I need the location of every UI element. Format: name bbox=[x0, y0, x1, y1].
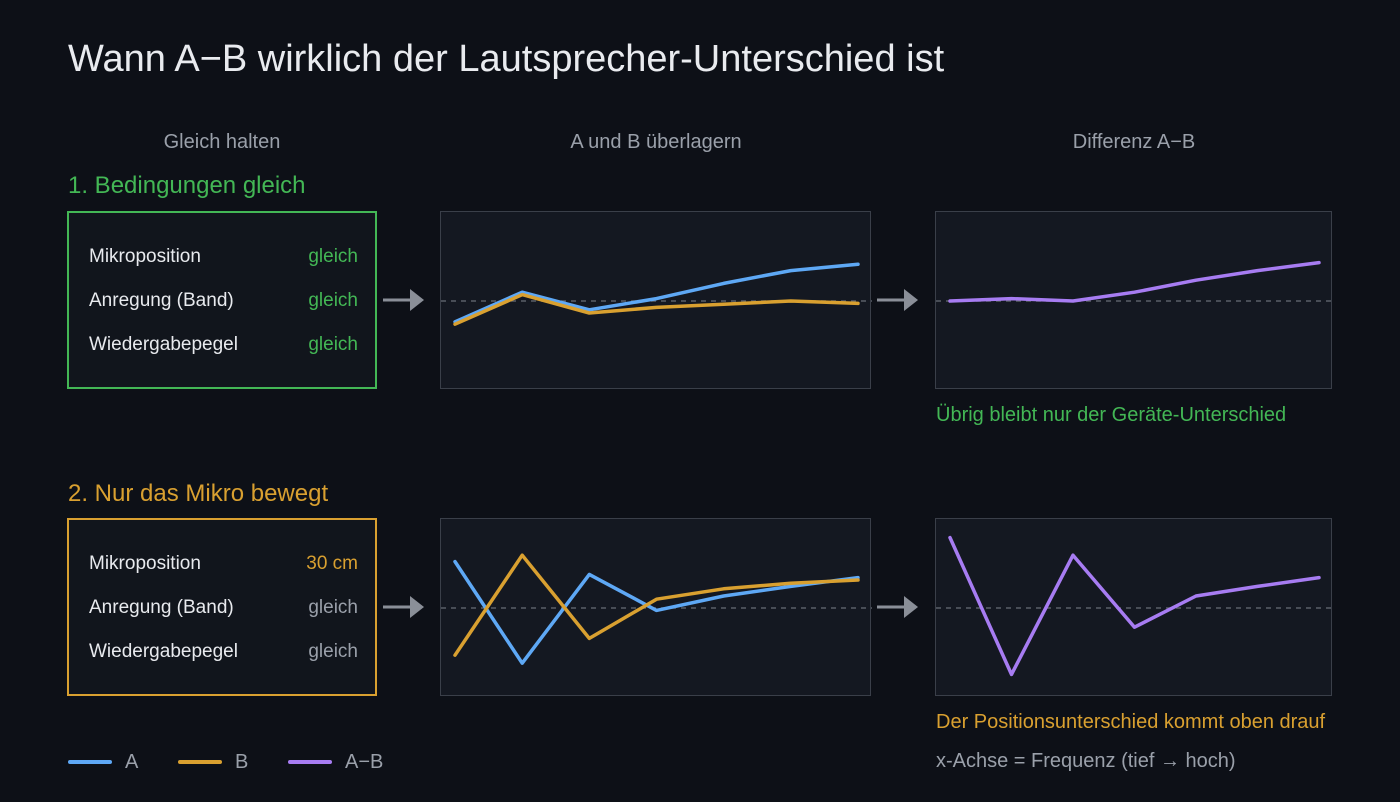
legend-label-b: B bbox=[235, 751, 249, 773]
condition-key: Anregung (Band) bbox=[89, 597, 234, 618]
legend-swatch-a bbox=[68, 760, 112, 764]
scenario-1-caption: Übrig bleibt nur der Geräte-Unterschied bbox=[936, 404, 1287, 426]
condition-row: Anregung (Band) gleich bbox=[89, 290, 358, 314]
condition-row: Wiedergabepegel gleich bbox=[89, 641, 358, 665]
condition-value: gleich bbox=[308, 641, 358, 662]
arrow-icon bbox=[383, 289, 424, 311]
condition-value: gleich bbox=[308, 246, 358, 267]
arrow-icon bbox=[877, 596, 918, 618]
legend-swatch-b bbox=[178, 760, 222, 764]
scenario-2-caption: Der Positionsunterschied kommt oben drau… bbox=[936, 711, 1326, 733]
condition-value: gleich bbox=[308, 334, 358, 355]
series-line-a bbox=[453, 559, 860, 665]
axis-note: x-Achse = Frequenz (tief → hoch) bbox=[936, 750, 1236, 772]
page-title: Wann A−B wirklich der Lautsprecher-Unter… bbox=[68, 38, 945, 80]
column-header-overlay: A und B überlagern bbox=[570, 131, 742, 153]
scenario-1-conditions-box: Mikroposition gleich Anregung (Band) gle… bbox=[67, 211, 377, 389]
condition-key: Wiedergabepegel bbox=[89, 641, 238, 662]
series-line-diff bbox=[948, 260, 1321, 303]
overlay-chart-svg bbox=[441, 553, 872, 665]
arrow-icon bbox=[383, 596, 424, 618]
condition-value: 30 cm bbox=[306, 553, 358, 574]
scenario-1-overlay-chart bbox=[440, 211, 872, 389]
overlay-chart-svg bbox=[441, 262, 872, 326]
diff-chart-svg bbox=[936, 260, 1333, 303]
scenario-2-diff-chart bbox=[935, 518, 1333, 696]
legend-swatch-diff bbox=[288, 760, 332, 764]
legend-label-a: A bbox=[125, 751, 139, 773]
condition-value: gleich bbox=[308, 290, 358, 311]
legend-label-diff: A−B bbox=[345, 751, 384, 773]
condition-row: Mikroposition gleich bbox=[89, 246, 358, 270]
scenario-2-overlay-chart bbox=[440, 518, 872, 696]
condition-key: Anregung (Band) bbox=[89, 290, 234, 311]
scenario-1-diff-chart bbox=[935, 211, 1333, 389]
condition-row: Anregung (Band) gleich bbox=[89, 597, 358, 621]
scenario-2-label: 2. Nur das Mikro bewegt bbox=[68, 480, 329, 507]
condition-key: Mikroposition bbox=[89, 553, 201, 574]
column-header-diff: Differenz A−B bbox=[1072, 131, 1196, 153]
condition-row: Mikroposition 30 cm bbox=[89, 553, 358, 577]
condition-value: gleich bbox=[308, 597, 358, 618]
series-line-a bbox=[453, 262, 860, 324]
condition-key: Wiedergabepegel bbox=[89, 334, 238, 355]
arrow-icon bbox=[877, 289, 918, 311]
condition-row: Wiedergabepegel gleich bbox=[89, 334, 358, 358]
scenario-2-conditions-box: Mikroposition 30 cm Anregung (Band) glei… bbox=[67, 518, 377, 696]
series-line-b bbox=[453, 553, 860, 657]
diff-chart-svg bbox=[936, 535, 1333, 677]
condition-key: Mikroposition bbox=[89, 246, 201, 267]
scenario-1-label: 1. Bedingungen gleich bbox=[68, 172, 306, 199]
column-header-hold: Gleich halten bbox=[163, 131, 281, 153]
series-line-b bbox=[453, 292, 860, 326]
series-line-diff bbox=[948, 535, 1321, 677]
